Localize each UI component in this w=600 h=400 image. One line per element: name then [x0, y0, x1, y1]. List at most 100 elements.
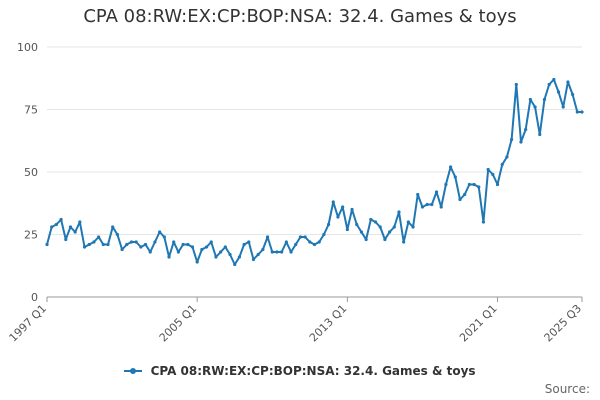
data-point-60	[326, 222, 331, 227]
x-axis: 1997 Q1 2005 Q1 2013 Q1 2021 Q1 2025 Q3	[7, 296, 585, 345]
source-label: Source:	[544, 382, 590, 396]
data-point-99	[510, 137, 514, 142]
data-point-51	[284, 240, 288, 244]
data-point-45	[256, 252, 260, 257]
data-point-49	[275, 250, 279, 254]
data-point-10	[92, 240, 96, 244]
data-point-55	[303, 235, 307, 239]
data-point-13	[106, 242, 110, 247]
data-point-67	[359, 230, 364, 234]
data-point-81	[425, 202, 429, 207]
data-point-22	[148, 250, 152, 254]
series-layer	[45, 77, 584, 267]
data-point-2	[54, 222, 58, 227]
data-point-96	[495, 182, 500, 187]
legend[interactable]: CPA 08:RW:EX:CP:BOP:NSA: 32.4. Games & t…	[0, 364, 600, 378]
data-point-20	[139, 245, 143, 249]
data-point-58	[317, 240, 321, 244]
data-point-91	[472, 182, 476, 187]
data-point-113	[575, 110, 579, 114]
data-point-68	[364, 237, 368, 242]
data-point-75	[397, 210, 401, 214]
data-point-19	[134, 240, 138, 244]
data-point-33	[200, 247, 204, 252]
data-point-50	[280, 250, 284, 254]
data-point-37	[219, 250, 223, 254]
data-point-15	[115, 232, 119, 237]
data-point-100	[514, 82, 518, 87]
data-point-102	[524, 127, 528, 132]
data-point-1	[50, 225, 54, 229]
data-point-42	[242, 242, 246, 247]
data-point-3	[59, 217, 63, 222]
data-point-80	[420, 205, 425, 209]
chart-title: CPA 08:RW:EX:CP:BOP:NSA: 32.4. Games & t…	[83, 6, 517, 27]
y-tick-label-0: 0	[31, 291, 38, 304]
data-point-31	[190, 245, 195, 249]
data-point-88	[458, 197, 462, 202]
data-point-93	[481, 220, 486, 224]
data-point-43	[247, 240, 251, 244]
data-point-62	[336, 215, 340, 219]
data-point-52	[289, 250, 293, 254]
data-point-98	[505, 155, 509, 159]
data-point-5	[68, 225, 73, 229]
data-point-53	[294, 242, 298, 247]
data-point-61	[331, 200, 335, 204]
data-point-74	[392, 225, 396, 229]
x-tick-label-1: 2005 Q1	[157, 302, 200, 345]
data-point-17	[125, 242, 129, 247]
data-point-24	[158, 230, 162, 234]
x-tick-label-2: 2013 Q1	[307, 302, 350, 345]
data-point-25	[162, 235, 166, 239]
x-tick-label-3: 2021 Q1	[457, 302, 500, 345]
x-tick-label-4: 2025 Q3	[542, 302, 585, 345]
data-point-8	[82, 245, 87, 249]
data-point-73	[387, 230, 392, 234]
data-point-84	[439, 205, 443, 209]
data-point-21	[143, 242, 148, 247]
data-point-83	[434, 190, 439, 194]
data-point-11	[97, 235, 101, 239]
data-point-112	[571, 92, 575, 97]
data-point-86	[448, 165, 453, 169]
y-tick-label-25: 25	[24, 229, 38, 242]
data-point-107	[547, 82, 551, 87]
data-point-77	[406, 220, 410, 224]
data-point-105	[538, 132, 542, 137]
data-point-18	[129, 240, 134, 244]
data-point-6	[73, 230, 77, 234]
data-point-63	[341, 205, 345, 209]
data-point-97	[500, 162, 504, 167]
data-point-71	[378, 225, 382, 229]
y-tick-label-50: 50	[24, 166, 38, 179]
data-point-7	[78, 220, 82, 224]
data-point-79	[416, 192, 420, 197]
data-point-30	[186, 242, 190, 247]
data-point-78	[411, 225, 415, 229]
data-point-64	[345, 227, 349, 232]
data-point-103	[528, 97, 532, 102]
data-point-76	[402, 240, 406, 244]
data-point-27	[172, 240, 176, 244]
data-point-16	[120, 247, 124, 252]
data-point-95	[491, 172, 495, 177]
data-point-23	[153, 240, 157, 244]
y-tick-label-100: 100	[17, 41, 38, 54]
data-point-65	[350, 207, 354, 212]
data-point-66	[355, 222, 359, 227]
data-point-69	[369, 217, 373, 222]
data-point-70	[373, 220, 378, 224]
data-point-48	[270, 250, 274, 254]
y-tick-label-75: 75	[24, 104, 38, 117]
legend-swatch	[124, 367, 143, 374]
data-point-32	[195, 260, 199, 264]
data-point-40	[233, 262, 237, 267]
data-point-36	[214, 255, 218, 259]
data-point-56	[308, 240, 312, 244]
data-point-35	[209, 240, 213, 244]
data-point-101	[519, 140, 523, 144]
data-point-46	[261, 247, 265, 252]
data-point-111	[566, 80, 570, 84]
